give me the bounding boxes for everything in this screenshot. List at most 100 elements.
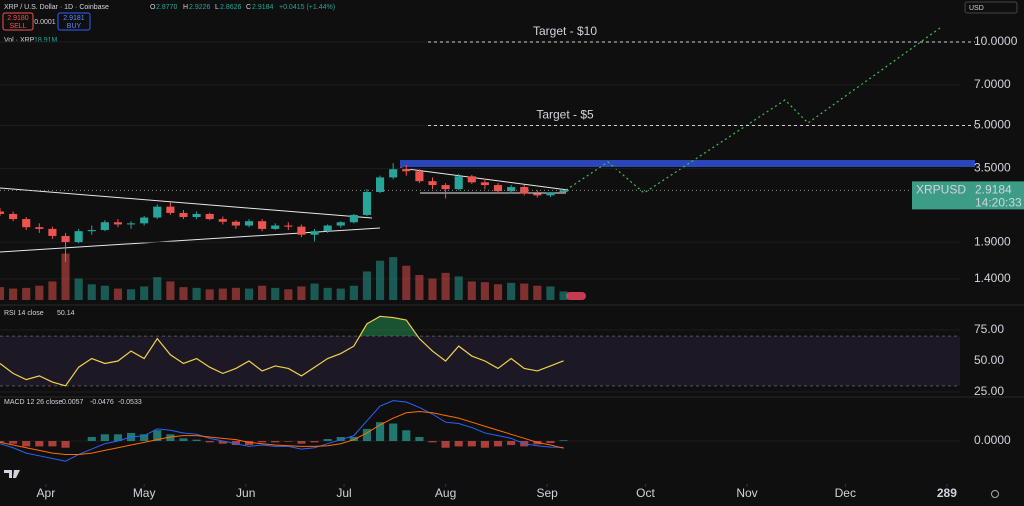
logo [4,470,20,478]
volume-bar [493,284,503,300]
volume-bar [441,272,450,300]
volume-bar [297,286,306,300]
candle-body [22,219,31,228]
x-tick-label: Oct [636,486,655,500]
y-tick-label: 10.0000 [974,34,1018,48]
volume-bar [349,285,358,300]
macd-histogram [87,436,96,442]
rsi-overbought [359,316,418,337]
candle-body [74,231,83,243]
macd-histogram [192,439,201,442]
currency[interactable]: USD [969,5,984,12]
sell-price[interactable]: 2.9180 [7,15,29,22]
macd-line [0,400,564,462]
candle-body [100,222,109,231]
candle-body [376,177,385,192]
volume-bar [100,285,109,300]
y-tick-label: 5.0000 [974,118,1011,132]
trendline [399,167,569,191]
candle-body [0,211,5,214]
y-tick-label: 3.5000 [974,161,1011,175]
candle-body [271,225,280,229]
candle-body [166,206,175,213]
projection-path [565,27,941,194]
candle-body [336,222,345,226]
settings-icon[interactable] [991,490,999,498]
macd-histogram [205,441,214,443]
macd-histogram [297,441,306,444]
macd-histogram [100,434,109,442]
buy-button[interactable] [57,12,91,31]
volume-bar [140,286,149,300]
candle-body [153,206,162,218]
sell-button[interactable] [2,12,34,31]
y-tick-label: 1.9000 [974,234,1011,248]
candle-body [205,213,214,220]
candle-body [126,223,136,225]
volume-bar [559,291,568,300]
ohlc-o-label: O [150,4,156,11]
macd-histogram [166,434,175,442]
y-tick-label: 0.0000 [974,433,1011,447]
macd-histogram [376,422,385,442]
macd-histogram [362,428,372,442]
ohlc-o: 2.8770 [156,4,178,11]
macd-histogram [0,441,5,443]
candle-body [87,230,96,232]
volume-bar [376,260,385,300]
volume-bar [533,285,542,300]
volume-bar [467,281,476,300]
currency-box[interactable] [964,1,1018,14]
macd-histogram [428,441,437,443]
macd-value: -0.0533 [118,399,142,406]
candle-body [140,217,149,224]
last-price: 2.9184 [975,183,1012,197]
volume-bar [428,278,437,300]
macd-histogram [35,441,44,447]
buy-price[interactable]: 2.9181 [63,15,85,22]
volume-bar [192,287,201,300]
x-tick-label: Apr [37,486,56,500]
sell-label[interactable]: SELL [9,23,26,30]
volume-bar [546,286,555,300]
target-label: Target - $5 [536,108,594,122]
macd-histogram [415,436,424,442]
ohlc-c: 2.9184 [252,4,274,11]
volume-bar [310,283,319,300]
volume-bar [284,289,293,300]
volume-bar [48,281,57,300]
volume-bar [480,282,489,300]
macd-histogram [22,441,31,447]
volume-bar [126,289,136,300]
macd-histogram [244,441,254,446]
countdown: 14:20:33 [975,196,1022,210]
candle-body [284,225,293,227]
volume-bar [323,287,332,300]
volume-bar [415,275,424,300]
macd-histogram [218,441,227,444]
volume-bar [22,287,31,300]
volume-bar [402,265,411,300]
volume-bar [362,271,372,300]
x-tick-label: May [133,486,156,500]
candle-body [349,214,358,223]
volume-bar [0,287,5,300]
spread: 0.0001 [34,19,56,26]
volume-bar [218,288,227,300]
candle-body [231,221,240,226]
candle-body [389,169,398,178]
candle-body [362,191,372,215]
candle-body [467,176,476,183]
volume-bar [520,283,529,300]
macd-histogram [284,441,293,442]
x-tick-label: 289 [937,486,957,500]
candle-body [179,212,188,217]
macd-value: 0.0057 [62,399,84,406]
event-marker[interactable] [566,292,586,300]
candle-body [61,235,70,243]
volume-bar [166,281,175,300]
macd-histogram [113,434,123,442]
buy-label[interactable]: BUY [67,23,82,30]
macd-histogram [323,439,332,442]
